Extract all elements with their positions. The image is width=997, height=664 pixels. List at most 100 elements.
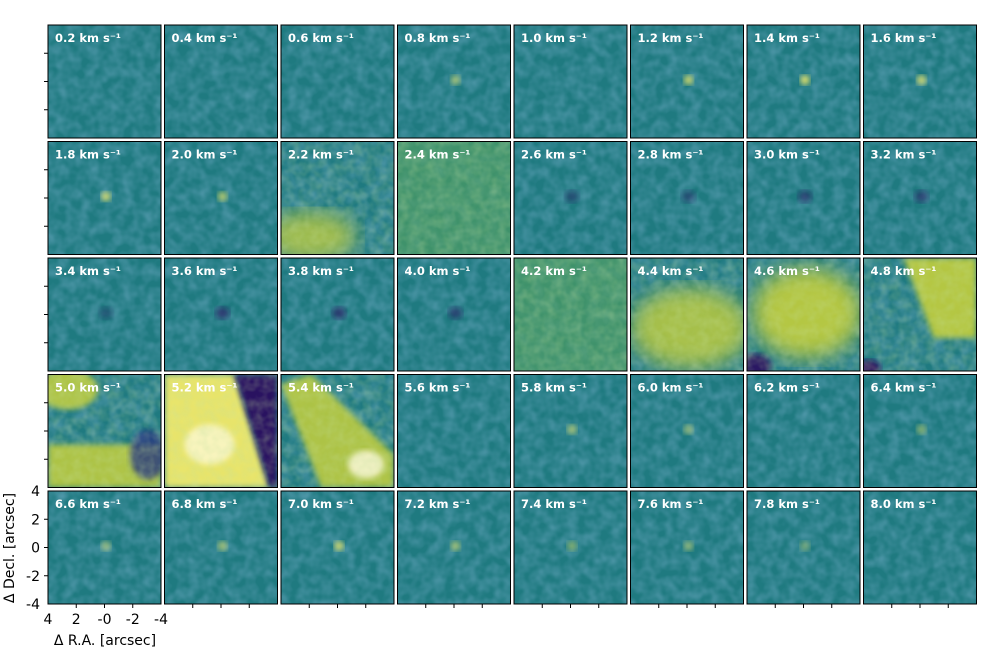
panel-velocity-label: 4.6 km s⁻¹ <box>754 264 820 278</box>
panel-frame <box>397 374 511 488</box>
channel-panel: 3.6 km s⁻¹ <box>164 257 278 372</box>
panel-frame <box>863 374 977 488</box>
panel-frame <box>397 257 511 372</box>
x-tick-label: -0 <box>98 612 112 628</box>
panel-frame <box>280 374 395 488</box>
panel-velocity-label: 6.8 km s⁻¹ <box>172 497 238 511</box>
channel-panel: 7.8 km s⁻¹ <box>746 490 861 608</box>
absorption-dip <box>798 190 812 203</box>
panel-frame <box>164 257 278 372</box>
channel-panel: 7.4 km s⁻¹ <box>513 490 628 608</box>
panel-velocity-label: 8.0 km s⁻¹ <box>871 497 937 511</box>
channel-panel: 3.8 km s⁻¹ <box>280 257 395 372</box>
absorption-dip <box>565 190 579 203</box>
absorption-dip <box>681 190 696 203</box>
absorption-dip <box>448 307 463 319</box>
panel-frame <box>630 374 744 488</box>
channel-panel: 1.0 km s⁻¹ <box>513 24 628 139</box>
emission-peak <box>450 541 461 551</box>
channel-panel: 6.2 km s⁻¹ <box>746 374 861 488</box>
panel-frame <box>513 374 628 488</box>
panel-frame <box>630 141 744 255</box>
channel-panel: 2.8 km s⁻¹ <box>630 141 744 255</box>
channel-panel: 3.4 km s⁻¹ <box>44 257 162 372</box>
panel-velocity-label: 4.8 km s⁻¹ <box>871 264 937 278</box>
channel-panel: 2.4 km s⁻¹ <box>397 141 511 255</box>
emission-peak <box>916 75 927 85</box>
panel-frame <box>280 257 395 372</box>
y-tick-label: -2 <box>26 569 40 585</box>
panel-velocity-label: 2.4 km s⁻¹ <box>405 148 471 162</box>
channel-panel: 2.2 km s⁻¹ <box>280 141 395 255</box>
panel-velocity-label: 1.4 km s⁻¹ <box>754 31 820 45</box>
channel-panel: 6.0 km s⁻¹ <box>630 374 744 488</box>
panel-velocity-label: 7.4 km s⁻¹ <box>521 497 587 511</box>
panel-velocity-label: 4.4 km s⁻¹ <box>638 264 704 278</box>
panel-frame <box>746 141 861 255</box>
y-tick-label: 0 <box>31 541 40 557</box>
channel-panel: 4.8 km s⁻¹ <box>863 257 977 372</box>
channel-panel: 1.4 km s⁻¹ <box>746 24 861 139</box>
panel-velocity-label: 1.0 km s⁻¹ <box>521 31 587 45</box>
panel-velocity-label: 0.8 km s⁻¹ <box>405 31 471 45</box>
panel-frame <box>746 257 861 372</box>
channel-panel: 4.4 km s⁻¹ <box>630 257 744 372</box>
panels-layer: 0.2 km s⁻¹ 0.4 km s⁻¹ 0.6 km s⁻¹ 0.8 km s⁻¹… <box>26 24 977 628</box>
panel-frame <box>513 257 628 372</box>
channel-panel: 6.4 km s⁻¹ <box>863 374 977 488</box>
channel-panel: 7.2 km s⁻¹ <box>397 490 511 608</box>
channel-panel: 1.8 km s⁻¹ <box>44 141 162 255</box>
panel-velocity-label: 4.0 km s⁻¹ <box>405 264 471 278</box>
panel-velocity-label: 5.8 km s⁻¹ <box>521 381 587 395</box>
emission-peak <box>567 541 577 551</box>
panel-velocity-label: 0.2 km s⁻¹ <box>55 31 121 45</box>
panel-velocity-label: 0.6 km s⁻¹ <box>288 31 354 45</box>
panel-velocity-label: 3.2 km s⁻¹ <box>871 148 937 162</box>
panel-frame <box>280 24 395 139</box>
panel-velocity-label: 5.2 km s⁻¹ <box>172 381 238 395</box>
panel-velocity-label: 5.6 km s⁻¹ <box>405 381 471 395</box>
absorption-dip <box>215 307 230 319</box>
panel-frame <box>630 257 744 372</box>
panel-velocity-label: 6.4 km s⁻¹ <box>871 381 937 395</box>
panel-velocity-label: 2.0 km s⁻¹ <box>172 148 238 162</box>
panel-frame <box>164 24 278 139</box>
channel-panel: 0.4 km s⁻¹ <box>164 24 278 139</box>
channel-panel: 6.6 km s⁻¹ <box>44 490 162 608</box>
panel-velocity-label: 3.6 km s⁻¹ <box>172 264 238 278</box>
channel-panel: 5.2 km s⁻¹ <box>164 374 278 488</box>
channel-panel: 7.6 km s⁻¹ <box>630 490 744 608</box>
y-axis-title: Δ Decl. [arcsec] <box>2 493 18 603</box>
emission-peak <box>217 541 228 551</box>
emission-peak <box>683 75 694 85</box>
x-tick-label: -2 <box>126 612 140 628</box>
panel-frame <box>397 141 511 255</box>
emission-peak <box>683 541 694 551</box>
panel-velocity-label: 3.0 km s⁻¹ <box>754 148 820 162</box>
channel-panel: 3.2 km s⁻¹ <box>863 141 977 255</box>
panel-velocity-label: 2.8 km s⁻¹ <box>638 148 704 162</box>
panel-velocity-label: 7.0 km s⁻¹ <box>288 497 354 511</box>
panel-velocity-label: 3.4 km s⁻¹ <box>55 264 121 278</box>
panel-frame <box>863 257 977 372</box>
channel-panel: 4.6 km s⁻¹ <box>746 257 861 372</box>
y-tick-label: -4 <box>26 597 40 613</box>
panel-frame <box>513 24 628 139</box>
emission-peak <box>800 541 810 551</box>
panel-velocity-label: 0.4 km s⁻¹ <box>172 31 238 45</box>
channel-panel: 6.8 km s⁻¹ <box>164 490 278 608</box>
absorption-dip <box>332 307 346 319</box>
emission-peak <box>800 75 810 85</box>
panel-frame <box>280 141 395 255</box>
emission-peak <box>334 541 344 551</box>
channel-panel: 0.8 km s⁻¹ <box>397 24 511 139</box>
panel-velocity-label: 7.2 km s⁻¹ <box>405 497 471 511</box>
panel-velocity-label: 4.2 km s⁻¹ <box>521 264 587 278</box>
channel-panel: 7.0 km s⁻¹ <box>280 490 395 608</box>
emission-peak <box>683 424 694 435</box>
emission-peak <box>101 541 111 551</box>
panel-velocity-label: 5.4 km s⁻¹ <box>288 381 354 395</box>
emission-peak <box>217 191 228 202</box>
panel-velocity-label: 7.8 km s⁻¹ <box>754 497 820 511</box>
